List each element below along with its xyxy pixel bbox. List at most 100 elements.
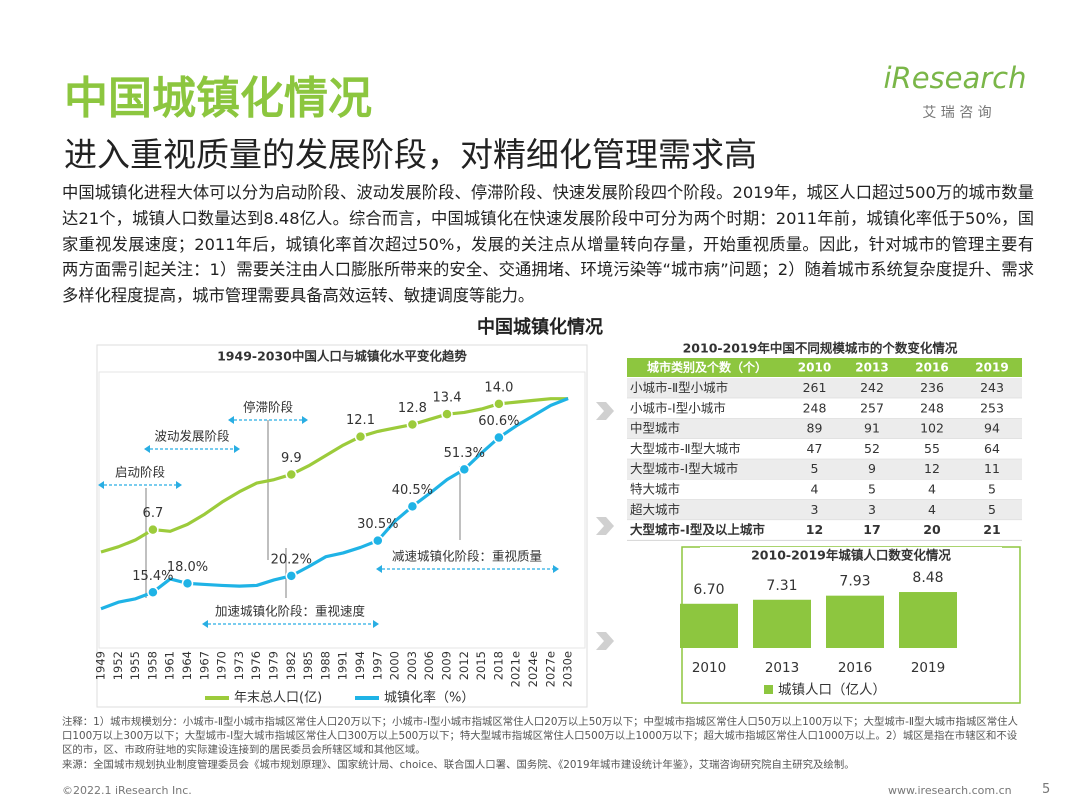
table-row-bg: [627, 499, 1022, 521]
arrow-icon: [596, 517, 614, 535]
table-title: 2010-2019年中国不同规模城市的个数变化情况: [683, 341, 958, 356]
arrow-icon: [596, 632, 614, 650]
table-cell: 4: [928, 482, 936, 497]
table-row-bg: [627, 459, 1022, 480]
data-label: 40.5%: [392, 483, 433, 498]
data-label: 13.4: [433, 391, 462, 406]
table-row-bg: [627, 418, 1022, 439]
data-label: 7.31: [766, 578, 797, 594]
table-cell: 大型城市-Ⅰ型大城市: [630, 461, 738, 476]
table-header-cell: 2013: [855, 361, 888, 375]
bar: [826, 595, 884, 648]
chart-frame: [96, 344, 588, 708]
table-header-cell: 2016: [915, 361, 948, 375]
table-cell: 大型城市-Ⅰ型及以上城市: [630, 522, 765, 537]
stage-arrow: [373, 620, 379, 628]
data-label: 15.4%: [132, 569, 173, 584]
x-tick-label: 1973: [232, 651, 246, 680]
legend-label: 年末总人口(亿): [234, 691, 322, 706]
table-cell: 20: [923, 522, 941, 537]
bar: [753, 599, 811, 648]
source: 来源：全国城市规划执业制度管理委员会《城市规划原理》、国家统计局、choice、…: [62, 759, 855, 771]
table-cell: 12: [924, 461, 940, 476]
data-point: [372, 534, 384, 547]
stage-label: 停滞阶段: [243, 400, 293, 415]
arrow-icon: [596, 402, 614, 420]
data-label: 30.5%: [357, 517, 398, 532]
x-tick-label: 2012: [457, 651, 471, 680]
data-point: [493, 398, 505, 410]
url: www.iresearch.com.cn: [888, 784, 1012, 797]
stage-label: 启动阶段: [115, 465, 165, 480]
data-point: [285, 468, 298, 481]
stage-label: 减速城镇化阶段：重视质量: [392, 549, 542, 564]
plot-frame: [98, 371, 586, 649]
table-cell: 89: [807, 421, 823, 436]
x-tick-label: 2006: [422, 651, 436, 680]
table-cell: 47: [807, 441, 823, 456]
data-label: 6.7: [143, 506, 164, 521]
title-bg: [700, 547, 1002, 565]
table-row-bg: [627, 398, 1022, 419]
data-point: [493, 431, 505, 444]
table-cell: 91: [864, 421, 880, 436]
table-cell: 5: [988, 502, 996, 517]
x-tick-label: 2000: [388, 651, 402, 680]
table-cell: 3: [868, 502, 876, 517]
series-line: [100, 397, 569, 611]
x-tick-label: 2030e: [561, 651, 575, 687]
x-tick-label: 1988: [318, 651, 332, 680]
x-tick-label: 2015: [474, 651, 488, 680]
logo: iResearch: [883, 61, 1026, 95]
x-tick-label: 1997: [370, 651, 384, 680]
table-cell: 4: [811, 482, 819, 497]
x-tick-label: 2024e: [526, 651, 540, 687]
x-tick-label: 2019: [911, 660, 945, 676]
x-tick-label: 1967: [197, 651, 211, 680]
table-cell: 中型城市: [630, 421, 680, 436]
data-point: [406, 500, 419, 513]
stage-arrow: [144, 445, 150, 453]
stage-label: 加速城镇化阶段：重视速度: [215, 604, 366, 619]
table-row-bg: [627, 378, 1022, 399]
body-text: 中国城镇化进程大体可以分为启动阶段、波动发展阶段、停滞阶段、快速发展阶段四个阶段…: [62, 183, 1034, 306]
x-tick-label: 1970: [215, 651, 229, 680]
data-point: [406, 418, 419, 431]
data-point: [458, 463, 471, 476]
table-cell: 特大城市: [630, 482, 680, 497]
x-tick-label: 1985: [301, 651, 315, 680]
series-line: [100, 397, 569, 554]
data-label: 6.70: [693, 582, 724, 598]
x-tick-label: 1949: [94, 651, 108, 680]
table-cell: 5: [868, 482, 876, 497]
stage-arrow: [98, 481, 104, 489]
table-cell: 243: [980, 380, 1004, 395]
stage-arrow: [228, 416, 234, 424]
bar: [899, 592, 957, 648]
x-tick-label: 2018: [491, 651, 505, 680]
stage-arrow: [176, 481, 182, 489]
table-cell: 261: [803, 380, 827, 395]
table-cell: 大型城市-Ⅱ型大城市: [630, 441, 741, 456]
notes: 注释：1）城市规模划分：小城市-Ⅱ型小城市指城区常住人口20万以下；小城市-Ⅰ型…: [62, 716, 1018, 756]
stage-arrow: [234, 445, 240, 453]
copyright: ©2022.1 iResearch Inc.: [62, 784, 192, 797]
chart-title: 1949-2030中国人口与城镇化水平变化趋势: [217, 349, 467, 364]
legend-label: 城镇人口（亿人）: [778, 682, 886, 698]
table-cell: 236: [920, 380, 944, 395]
data-label: 51.3%: [444, 446, 485, 461]
x-tick-label: 2003: [405, 651, 419, 680]
x-tick-label: 1955: [128, 651, 142, 680]
slide-subtitle: 进入重视质量的发展阶段，对精细化管理需求高: [64, 135, 757, 174]
table-cell: 小城市-Ⅱ型小城市: [630, 380, 728, 395]
slide-title: 中国城镇化情况: [64, 73, 372, 124]
data-label: 12.1: [346, 413, 375, 428]
x-tick-label: 1982: [284, 651, 298, 680]
data-point: [441, 408, 453, 420]
legend-swatch: [764, 685, 773, 694]
data-point: [147, 523, 159, 536]
stage-arrow: [376, 565, 382, 573]
table-cell: 12: [806, 522, 823, 537]
